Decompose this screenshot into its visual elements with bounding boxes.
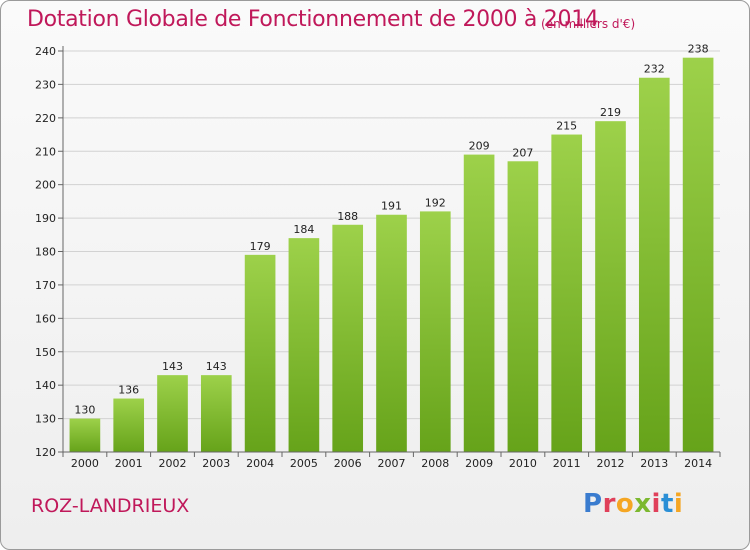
bar [69,418,101,452]
brand-logo-letter: i [673,489,684,519]
x-tick-label: 2005 [290,457,318,470]
bar [288,238,320,452]
commune-name: ROZ-LANDRIEUX [31,495,190,517]
x-tick-label: 2002 [159,457,187,470]
y-tick-label: 160 [35,312,56,325]
bar [244,254,276,452]
axes: 120 130 140 150 160 170 180 190 200 210 220 230 240 2… [35,45,721,470]
x-tick-label: 2003 [202,457,230,470]
bar [682,57,714,452]
y-tick-label: 240 [35,45,56,58]
bar [551,134,583,452]
x-tick-label: 2012 [597,457,625,470]
x-tick-label: 2011 [553,457,581,470]
brand-logo-letter: o [615,489,635,519]
y-tick-label: 200 [35,179,56,192]
bar-value-label: 179 [250,240,271,253]
y-tick-label: 220 [35,112,56,125]
brand-logo-letter: t [660,489,674,519]
x-tick-label: 2000 [71,457,99,470]
y-tick-label: 190 [35,212,56,225]
bar-value-label: 143 [162,360,183,373]
bar [200,375,232,452]
brand-logo: Proxiti [583,489,683,519]
x-tick-label: 2006 [334,457,362,470]
y-tick-label: 230 [35,78,56,91]
bar-value-label: 188 [337,210,358,223]
y-tick-label: 210 [35,145,56,158]
x-tick-label: 2013 [640,457,668,470]
bar-value-label: 238 [688,43,709,56]
brand-logo-letter: P [583,489,603,519]
bar-value-label: 207 [512,146,533,159]
x-tick-label: 2009 [465,457,493,470]
bar [376,214,407,452]
y-tick-label: 180 [35,246,56,259]
x-tick-label: 2008 [421,457,449,470]
bar-value-label: 209 [469,140,490,153]
y-tick-label: 120 [35,446,56,459]
y-tick-label: 150 [35,346,56,359]
bar [507,161,539,452]
chart-title: Dotation Globale de Fonctionnement de 20… [27,7,599,32]
bar [157,375,188,452]
bar-value-label: 143 [206,360,227,373]
y-tick-label: 170 [35,279,56,292]
bar-value-label: 130 [74,404,95,417]
x-tick-label: 2001 [115,457,143,470]
y-tick-label: 130 [35,413,56,426]
bar-value-label: 136 [118,384,139,397]
bar [595,121,626,453]
brand-logo-letter: x [634,489,652,519]
x-tick-label: 2014 [684,457,712,470]
bar [638,77,670,452]
x-tick-label: 2004 [246,457,274,470]
brand-logo-letter: r [602,489,616,519]
x-tick-label: 2010 [509,457,537,470]
bar-value-label: 192 [425,196,446,209]
bar [113,398,145,452]
brand-logo-letter: i [651,489,661,519]
bar-value-label: 215 [556,120,577,133]
bar [463,154,495,452]
bars: 130 136 143 143 179 184 188 191 192 209 207 215 219 2… [69,43,714,453]
y-tick-label: 140 [35,379,56,392]
x-tick-label: 2007 [378,457,406,470]
bar-value-label: 219 [600,106,621,119]
bar-value-label: 191 [381,200,402,213]
chart-subtitle: (en milliers d'€) [541,17,636,31]
bar-value-label: 184 [293,223,314,236]
bar [419,211,451,452]
bar [332,224,364,452]
bar-value-label: 232 [644,63,665,76]
